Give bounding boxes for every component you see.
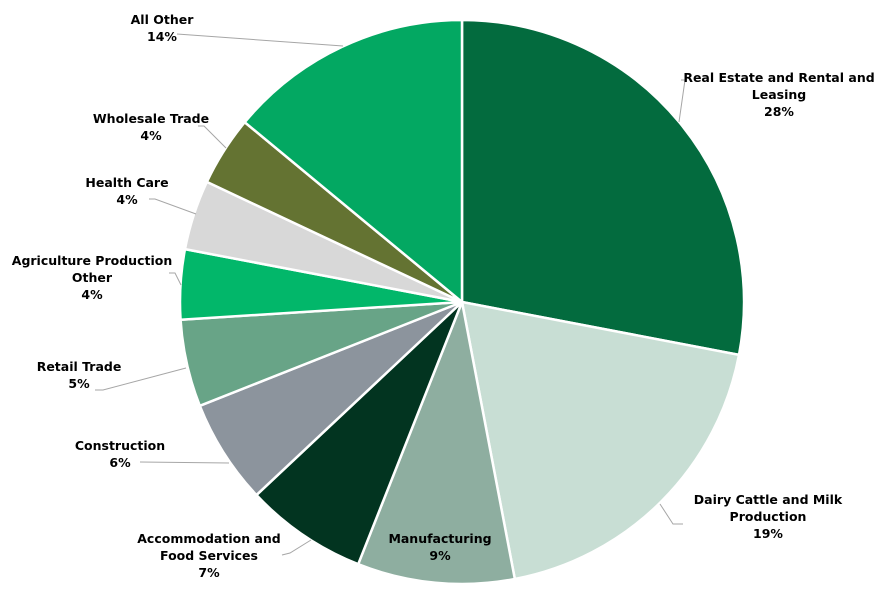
label-agriculture-pct: 4% <box>81 287 103 302</box>
label-agriculture-line1: Agriculture Production <box>11 253 173 268</box>
label-dairy: Dairy Cattle and Milk Production 19% <box>694 491 842 542</box>
leader-line-agriculture <box>169 272 182 286</box>
label-all-other-pct: 14% <box>147 29 177 44</box>
label-real-estate-line1: Real Estate and Rental and <box>683 70 875 85</box>
label-wholesale-pct: 4% <box>140 128 162 143</box>
leader-lines <box>95 33 686 556</box>
label-health: Health Care 4% <box>85 174 168 208</box>
label-all-other: All Other 14% <box>131 11 194 45</box>
leader-line-real-estate <box>678 79 686 123</box>
label-wholesale: Wholesale Trade 4% <box>93 110 209 144</box>
label-manufacturing-line1: Manufacturing <box>388 531 492 546</box>
pie-slice-manufacturing <box>356 300 517 586</box>
label-retail: Retail Trade 5% <box>37 358 122 392</box>
label-manufacturing: Manufacturing 9% <box>388 530 491 564</box>
label-construction-pct: 6% <box>109 455 131 470</box>
pie-slice-dairy-cattle-and-milk-production <box>460 300 741 581</box>
label-real-estate-line2: Leasing <box>751 87 807 102</box>
leader-line-retail <box>95 367 187 391</box>
pie-slice-real-estate-and-rental-and-leasing <box>460 18 746 357</box>
pie-slice-all-other <box>243 18 464 304</box>
leader-line-all-other <box>176 33 344 47</box>
label-manufacturing-pct: 9% <box>429 548 451 563</box>
label-construction: Construction 6% <box>75 437 165 471</box>
leader-line-accommodation <box>281 539 312 556</box>
label-wholesale-line1: Wholesale Trade <box>92 111 210 126</box>
label-health-pct: 4% <box>116 192 138 207</box>
label-retail-line1: Retail Trade <box>36 359 122 374</box>
label-retail-pct: 5% <box>68 376 90 391</box>
label-agriculture: Agriculture Production Other 4% <box>12 252 172 303</box>
label-dairy-line1: Dairy Cattle and Milk <box>693 492 843 507</box>
label-accommodation-line2: Food Services <box>160 548 258 563</box>
label-accommodation: Accommodation and Food Services 7% <box>137 530 280 581</box>
label-all-other-line1: All Other <box>130 12 194 27</box>
label-accommodation-line1: Accommodation and <box>137 531 281 546</box>
label-agriculture-line2: Other <box>71 270 113 285</box>
leader-line-wholesale <box>198 125 227 149</box>
label-real-estate: Real Estate and Rental and Leasing 28% <box>683 69 874 120</box>
label-dairy-pct: 19% <box>753 526 783 541</box>
pie-slices <box>178 18 746 586</box>
leader-line-construction <box>139 461 230 464</box>
leader-line-dairy <box>659 503 683 525</box>
label-health-line1: Health Care <box>85 175 169 190</box>
label-real-estate-pct: 28% <box>764 104 794 119</box>
leader-line-health <box>149 198 197 215</box>
pie-slice-accommodation-and-food-services <box>255 300 464 566</box>
label-construction-line1: Construction <box>74 438 166 453</box>
label-accommodation-pct: 7% <box>198 565 220 580</box>
label-dairy-line2: Production <box>729 509 807 524</box>
